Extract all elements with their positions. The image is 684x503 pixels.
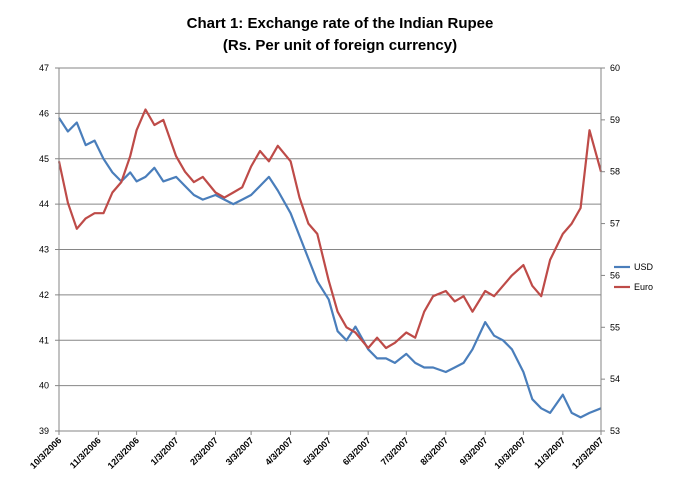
right-axis-tick-label: 59 [610, 115, 620, 125]
x-axis-tick-label: 3/3/2007 [224, 435, 256, 467]
chart-title: Chart 1: Exchange rate of the Indian Rup… [187, 15, 494, 32]
x-axis-tick-label: 2/3/2007 [188, 435, 220, 467]
right-axis-tick-label: 58 [610, 167, 620, 177]
x-axis-tick-label: 11/3/2006 [68, 435, 103, 470]
x-axis-tick-label: 11/3/2007 [532, 435, 567, 470]
x-axis-tick-label: 7/3/2007 [379, 435, 411, 467]
x-axis-tick-label: 8/3/2007 [418, 435, 450, 467]
x-axis-tick-label: 12/3/2007 [570, 435, 605, 470]
right-axis-tick-label: 53 [610, 426, 620, 436]
x-axis-tick-label: 10/3/2007 [492, 435, 527, 470]
left-axis-tick-label: 46 [39, 108, 49, 118]
left-axis-tick-label: 42 [39, 290, 49, 300]
left-axis-tick-label: 43 [39, 245, 49, 255]
left-axis-tick-label: 41 [39, 335, 49, 345]
series-line-usd [58, 117, 602, 419]
series-lines [57, 108, 603, 419]
chart-subtitle: (Rs. Per unit of foreign currency) [223, 37, 457, 54]
right-axis-tick-label: 60 [610, 63, 620, 73]
legend-label-usd: USD [634, 262, 654, 272]
right-axis-tick-label: 56 [610, 270, 620, 280]
left-axis-tick-label: 45 [39, 154, 49, 164]
right-axis-tick-label: 57 [610, 219, 620, 229]
left-axis-tick-label: 44 [39, 199, 49, 209]
x-axis-tick-label: 5/3/2007 [301, 435, 333, 467]
legend-label-euro: Euro [634, 282, 653, 292]
series-line-euro [57, 108, 603, 350]
x-axis-tick-label: 10/3/2006 [28, 435, 63, 470]
left-axis-tick-label: 47 [39, 63, 49, 73]
x-axis-tick-label: 6/3/2007 [341, 435, 373, 467]
x-axis-tick-label: 12/3/2006 [106, 435, 141, 470]
right-axis-tick-label: 55 [610, 322, 620, 332]
axes: 39 40 41 42 43 44 45 46 47 53 54 55 56 57 58 59 60 10/3/2… [28, 63, 620, 471]
right-axis-tick-label: 54 [610, 374, 620, 384]
x-axis-tick-label: 4/3/2007 [263, 435, 295, 467]
x-axis-tick-label: 1/3/2007 [149, 435, 181, 467]
left-axis-tick-label: 39 [39, 426, 49, 436]
x-axis-tick-label: 9/3/2007 [458, 435, 490, 467]
legend: USD Euro [614, 262, 654, 292]
left-axis-tick-label: 40 [39, 381, 49, 391]
